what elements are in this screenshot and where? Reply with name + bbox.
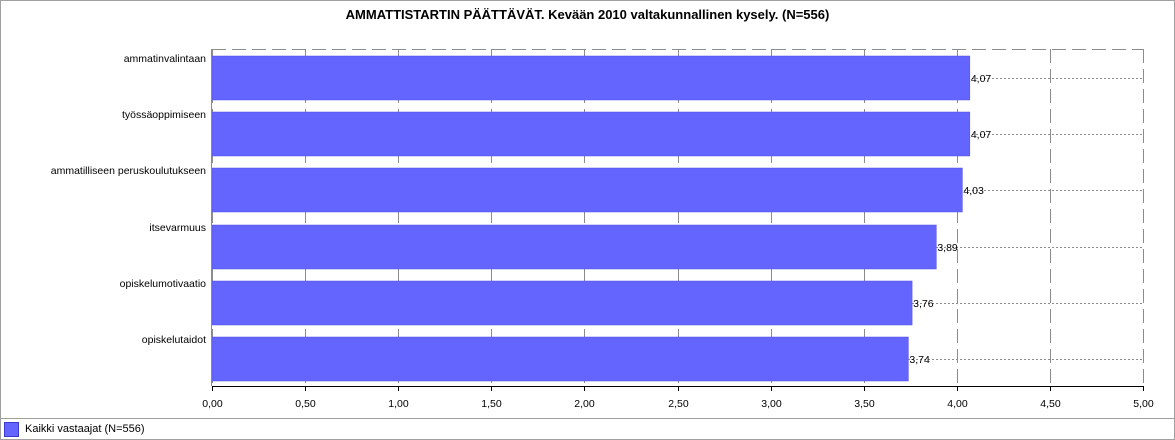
- data-label: 3,89: [937, 242, 958, 254]
- category-label: opiskelutaidot: [142, 334, 206, 346]
- category-label: itsevarmuus: [149, 222, 206, 234]
- data-label: 3,74: [909, 354, 930, 366]
- legend-separator: [1, 418, 1174, 419]
- chart-title: AMMATTISTARTIN PÄÄTTÄVÄT. Kevään 2010 va…: [345, 7, 830, 22]
- legend-label: Kaikki vastaajat (N=556): [25, 423, 145, 435]
- x-tick-label: 4,50: [1040, 398, 1061, 410]
- bar: [211, 280, 913, 326]
- bar: [211, 55, 971, 101]
- x-tick-label: 2,50: [668, 398, 689, 410]
- x-tick-label: 0,50: [295, 398, 316, 410]
- x-tick-label: 1,00: [388, 398, 409, 410]
- bar: [211, 111, 971, 157]
- x-tick-label: 3,00: [761, 398, 782, 410]
- category-label: ammatinvalintaan: [124, 53, 206, 65]
- bar: [211, 224, 937, 270]
- data-label: 3,76: [913, 298, 934, 310]
- data-label: 4,07: [971, 129, 992, 141]
- x-tick-label: 5,00: [1133, 398, 1154, 410]
- category-label: ammatilliseen peruskoulutukseen: [51, 165, 206, 177]
- x-tick-label: 3,50: [854, 398, 875, 410]
- category-label: työssäoppimiseen: [122, 109, 206, 121]
- data-label: 4,03: [963, 185, 984, 197]
- data-label: 4,07: [971, 73, 992, 85]
- bar: [211, 336, 909, 382]
- x-tick-label: 4,00: [947, 398, 968, 410]
- bar: [211, 167, 963, 213]
- legend: Kaikki vastaajat (N=556): [4, 421, 145, 437]
- x-tick-label: 0,00: [202, 398, 223, 410]
- legend-swatch: [4, 421, 19, 437]
- x-tick-label: 2,00: [574, 398, 595, 410]
- category-label: opiskelumotivaatio: [120, 278, 207, 290]
- x-tick-label: 1,50: [481, 398, 502, 410]
